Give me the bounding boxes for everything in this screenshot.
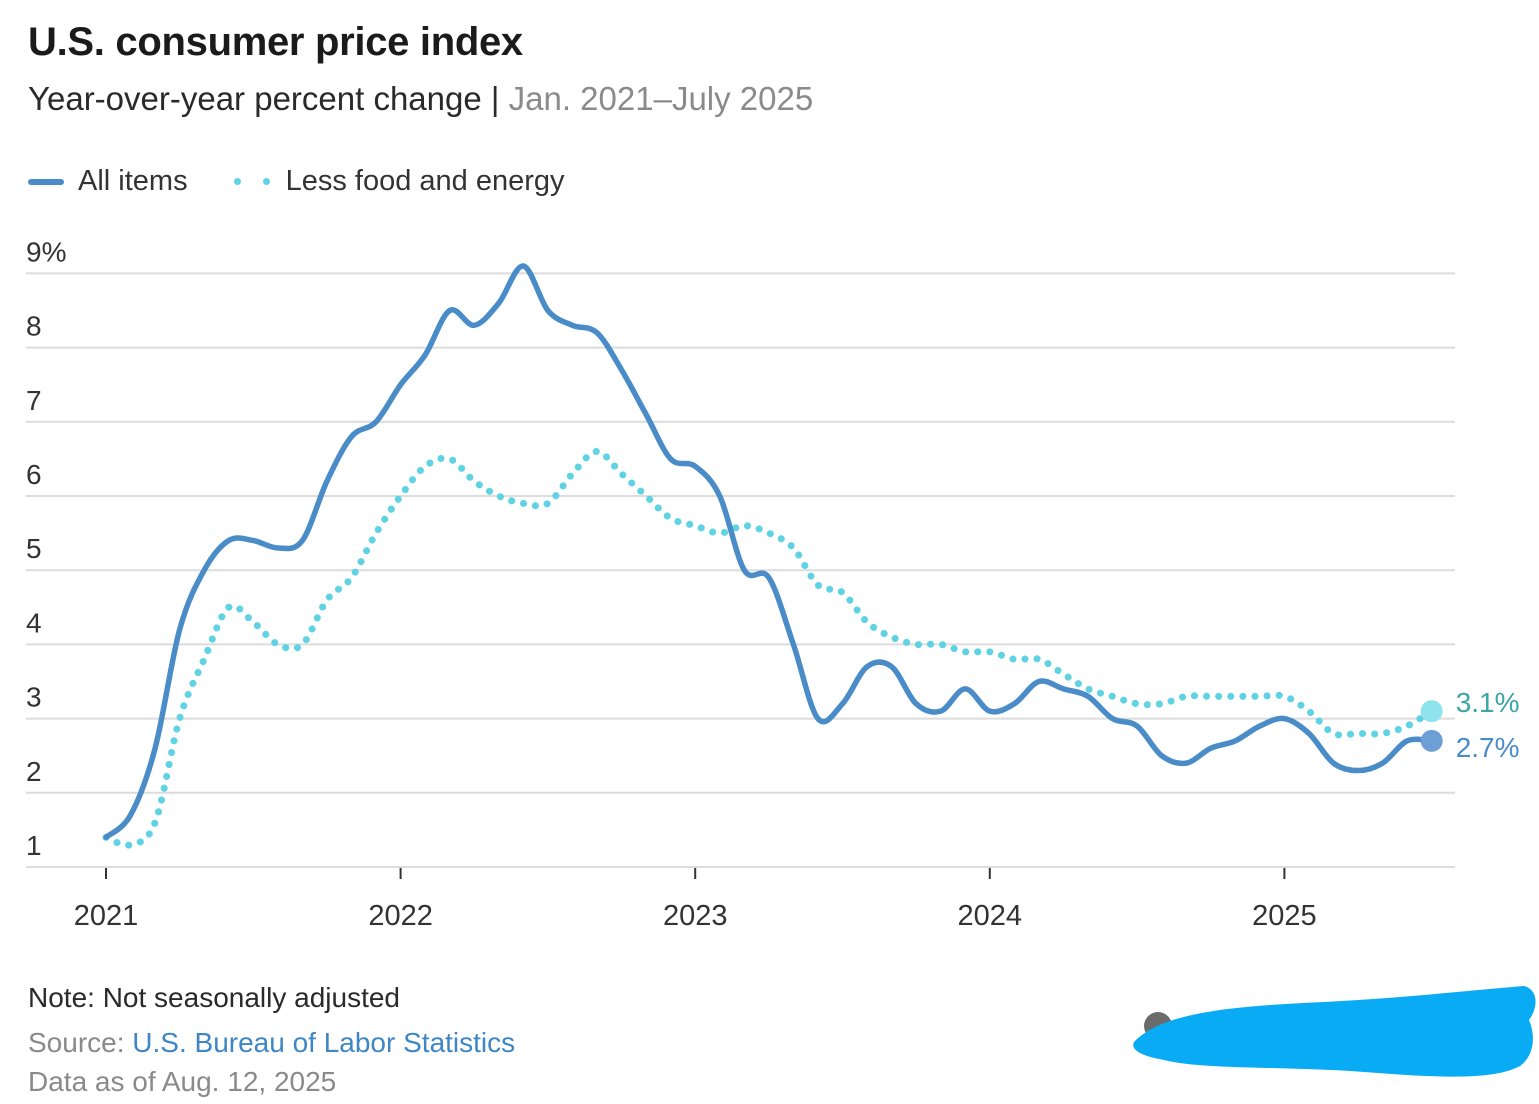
y-tick-label-4: 4 [26,607,42,638]
source-label: Source: [28,1027,133,1058]
subtitle-separator: | [481,80,509,117]
x-tick-label-2023: 2023 [663,900,728,932]
x-tick-label-2024: 2024 [958,900,1023,932]
y-tick-label-3: 3 [26,682,42,713]
end-label-all-items: 2.7% [1456,732,1520,763]
y-tick-label-1: 1 [26,830,42,861]
date-range: Jan. 2021–July 2025 [508,80,814,117]
y-tick-label-6: 6 [26,459,42,490]
x-tick-label-2025: 2025 [1252,900,1317,932]
chart-title: U.S. consumer price index [28,20,523,64]
legend-item-all-items: All items [28,165,188,198]
end-label-less-food-and-energy: 3.1% [1456,687,1520,718]
source-link[interactable]: U.S. Bureau of Labor Statistics [132,1027,516,1058]
x-tick-label-2022: 2022 [368,900,433,932]
redaction-blob [1133,986,1536,1077]
y-tick-label-9: 9% [26,236,66,267]
endpoint-all-items [1420,729,1443,752]
chart-subtitle: Year-over-year percent change | Jan. 202… [28,80,813,118]
legend-label-all-items: All items [78,165,188,197]
legend-swatch-dotted [233,178,270,185]
chart-legend: All items Less food and energy [28,165,611,198]
data-as-of: Data as of Aug. 12, 2025 [28,1066,337,1097]
chart-note: Note: Not seasonally adjusted [28,982,400,1013]
y-tick-label-5: 5 [26,533,42,564]
redaction-scribble [1133,986,1536,1077]
legend-label-core: Less food and energy [285,165,565,197]
y-tick-label-7: 7 [26,385,42,416]
cpi-line-chart: 1 2 3 4 5 6 7 8 9% 2021 2022 2023 2024 2025 3.1% 2.7% [26,236,1520,932]
endpoint-less-food-and-energy [1420,700,1443,723]
series-line-less-food-and-energy [102,447,1436,849]
y-tick-label-8: 8 [26,311,42,342]
subtitle-text: Year-over-year percent change [28,80,482,117]
series-line-all-items [103,263,1435,841]
legend-item-core: Less food and energy [233,165,565,198]
y-tick-label-2: 2 [26,756,42,787]
x-tick-label-2021: 2021 [74,900,139,932]
legend-swatch-solid [28,178,64,185]
chart-source: Source: U.S. Bureau of Labor Statistics [28,1027,515,1059]
